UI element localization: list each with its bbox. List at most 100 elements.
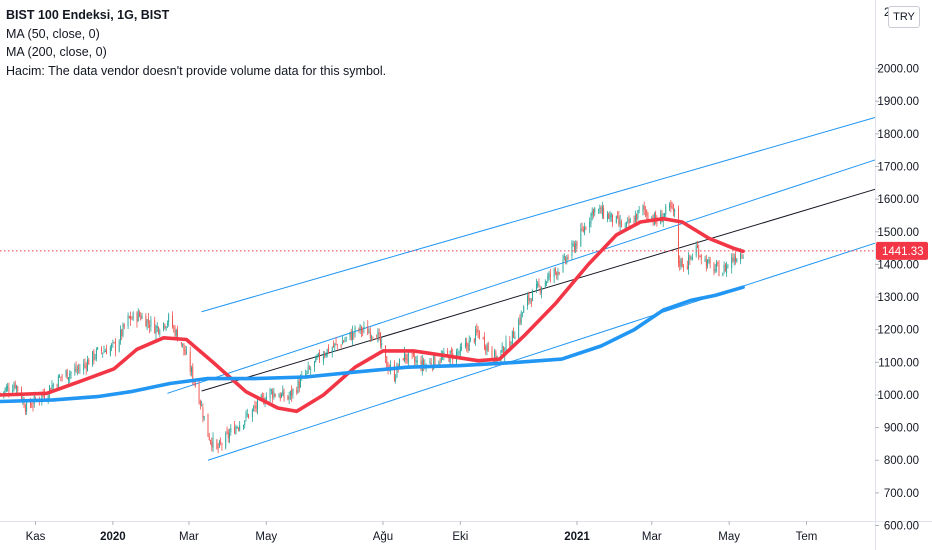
- candle: [159, 328, 161, 338]
- x-tick-label: Kas: [26, 531, 46, 543]
- candle: [470, 337, 471, 343]
- candle: [645, 205, 646, 218]
- candle: [314, 360, 315, 372]
- currency-button[interactable]: TRY: [888, 6, 920, 28]
- candle: [60, 376, 62, 382]
- candle: [308, 365, 310, 370]
- candle: [385, 345, 386, 364]
- candle: [208, 432, 210, 441]
- candle: [123, 323, 125, 330]
- candle: [24, 403, 26, 415]
- candle: [475, 325, 476, 346]
- candle: [396, 362, 398, 378]
- candle: [736, 257, 738, 263]
- candle: [359, 324, 361, 335]
- candle: [183, 343, 185, 356]
- candle: [575, 240, 577, 254]
- candle: [735, 251, 736, 265]
- candle: [331, 346, 333, 358]
- candle: [404, 346, 405, 363]
- candle: [352, 325, 353, 346]
- candle: [363, 321, 365, 334]
- candle: [254, 400, 256, 412]
- y-tick-label: 1900.00: [877, 96, 919, 108]
- candle: [74, 363, 76, 376]
- candle: [298, 377, 300, 393]
- candle: [571, 240, 573, 260]
- candle: [576, 240, 578, 250]
- candle: [549, 268, 551, 283]
- y-tick-label: 1600.00: [877, 194, 919, 206]
- candle: [379, 332, 381, 349]
- candle: [683, 263, 684, 272]
- candle: [274, 393, 276, 398]
- candle: [173, 324, 175, 333]
- candle: [66, 368, 68, 380]
- candle: [603, 205, 605, 220]
- candle: [459, 343, 461, 357]
- candle: [567, 254, 569, 260]
- candle: [235, 424, 237, 435]
- candle: [104, 348, 106, 353]
- channel-lower-line: [207, 242, 876, 461]
- candle: [718, 260, 720, 277]
- candle: [244, 420, 246, 429]
- ma200-legend: MA (200, close, 0): [6, 45, 107, 59]
- candle: [615, 215, 617, 224]
- y-tick-label: 1200.00: [877, 325, 919, 337]
- candle: [406, 353, 408, 365]
- candle: [717, 261, 719, 267]
- candle: [554, 266, 556, 276]
- candle: [182, 343, 184, 348]
- candle: [386, 355, 388, 368]
- candle: [227, 428, 229, 443]
- candle: [538, 278, 540, 288]
- candle: [75, 361, 77, 374]
- candle: [674, 208, 676, 218]
- y-tick-label-partial: 2: [884, 7, 890, 19]
- candle: [581, 222, 583, 232]
- candle: [297, 378, 299, 394]
- candle: [325, 352, 327, 358]
- candle: [423, 357, 425, 372]
- candle: [478, 330, 480, 340]
- candle: [722, 272, 724, 277]
- candle: [103, 345, 105, 354]
- candle: [529, 297, 531, 305]
- candle: [353, 332, 355, 340]
- candle: [513, 327, 515, 339]
- candle: [464, 337, 466, 349]
- candle: [341, 335, 343, 345]
- channel-upper-inner-line: [167, 159, 876, 394]
- candle: [287, 394, 289, 401]
- candle: [85, 362, 87, 375]
- candle: [598, 208, 600, 214]
- candle: [580, 223, 582, 248]
- candle: [78, 363, 80, 374]
- candle: [733, 253, 735, 266]
- candle: [665, 203, 667, 217]
- candle: [149, 320, 151, 334]
- candle: [434, 354, 436, 367]
- candle: [530, 298, 532, 308]
- candle: [172, 311, 173, 329]
- candle: [565, 256, 567, 265]
- ma50-line: [0, 216, 745, 414]
- candle: [461, 342, 463, 352]
- candle: [487, 341, 489, 352]
- candle: [485, 344, 487, 355]
- candle: [594, 207, 596, 217]
- candle: [414, 351, 416, 366]
- candle: [256, 398, 258, 415]
- candle: [582, 226, 584, 233]
- candle: [411, 352, 413, 360]
- candle: [680, 257, 682, 270]
- x-tick-label: Mar: [179, 531, 199, 543]
- candle: [660, 209, 662, 225]
- y-tick-label: 1800.00: [877, 129, 919, 141]
- candle: [283, 388, 285, 402]
- candle: [544, 279, 546, 289]
- candle: [589, 217, 591, 233]
